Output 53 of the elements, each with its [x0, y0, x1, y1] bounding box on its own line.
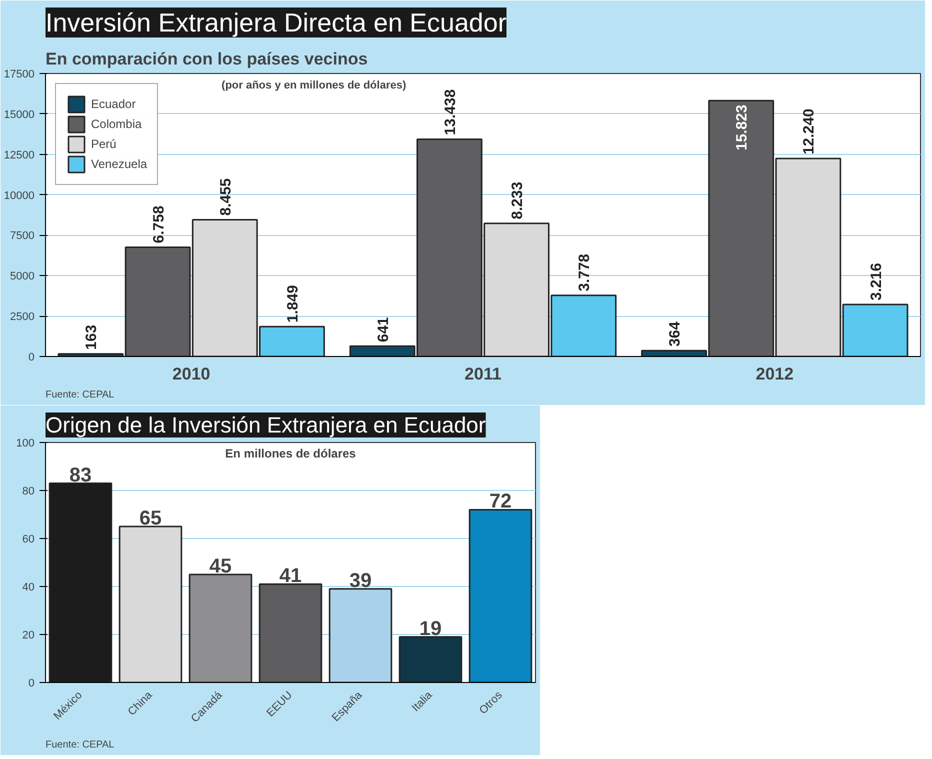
y-tick-label: 100 [16, 438, 35, 450]
data-label: 72 [489, 490, 512, 513]
bar [398, 636, 462, 682]
data-label: 364 [666, 320, 684, 347]
bar [48, 482, 112, 682]
data-label: 3.216 [868, 262, 885, 300]
data-label: 19 [419, 618, 442, 640]
legend-label: Perú [91, 137, 116, 151]
x-tick-label: 2012 [756, 364, 794, 384]
data-label: 6.758 [150, 206, 168, 244]
y-tick-label: 17500 [4, 68, 35, 80]
legend-label: Venezuela [91, 157, 148, 171]
y-tick-label: 0 [28, 352, 35, 364]
data-label: 12.240 [800, 108, 818, 155]
chart-title: Origen de la Inversión Extranjera en Ecuador [46, 412, 486, 438]
annotation: En millones de dólares [225, 446, 356, 460]
data-label: 41 [279, 565, 302, 588]
data-label: 1.849 [284, 285, 302, 323]
bar [258, 583, 322, 682]
chart-title: Inversión Extranjera Directa en Ecuador [46, 8, 507, 38]
data-label: 13.438 [442, 89, 459, 136]
y-tick-label: 60 [22, 534, 35, 546]
y-tick-label: 0 [28, 678, 35, 690]
data-label: 163 [83, 324, 100, 350]
x-tick-label: 2011 [464, 364, 502, 384]
data-label: 65 [139, 508, 162, 530]
bar [118, 526, 182, 682]
y-tick-label: 5000 [10, 270, 35, 283]
data-label: 39 [349, 570, 372, 592]
data-label: 45 [209, 556, 232, 578]
y-tick-label: 80 [22, 486, 35, 498]
data-label: 8.455 [217, 178, 234, 216]
annotation: (por años y en millones de dólares) [222, 80, 406, 92]
source-note: Fuente: CEPAL [46, 740, 115, 750]
y-tick-label: 15000 [4, 108, 35, 121]
data-label: 83 [69, 464, 92, 486]
y-tick-label: 10000 [4, 190, 35, 202]
x-tick-label: 2010 [172, 364, 210, 384]
data-label: 641 [374, 317, 392, 342]
bar [468, 508, 532, 682]
y-tick-label: 2500 [10, 311, 35, 324]
chart-subtitle: En comparación con los países vecinos [46, 50, 368, 68]
y-tick-label: 40 [22, 582, 35, 594]
data-label: 8.233 [509, 182, 526, 220]
y-tick-label: 20 [22, 630, 35, 642]
data-label: 15.823 [734, 104, 751, 150]
legend-label: Colombia [91, 117, 142, 131]
y-tick-label: 12500 [4, 149, 35, 162]
source-note: Fuente: CEPAL [46, 390, 115, 400]
legend-label: Ecuador [91, 97, 136, 111]
data-label: 3.778 [576, 254, 594, 292]
y-tick-label: 7500 [10, 230, 35, 242]
bar [188, 574, 252, 682]
